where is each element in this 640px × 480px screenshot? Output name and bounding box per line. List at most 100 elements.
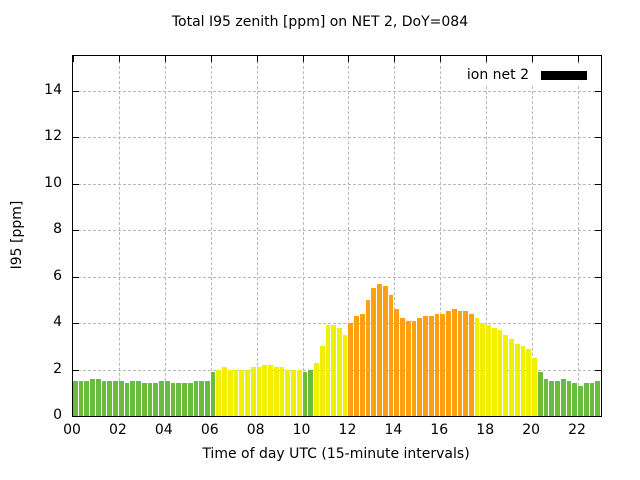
gridline-horizontal	[73, 323, 601, 325]
axis-tick	[73, 90, 79, 92]
x-tick-label: 20	[522, 422, 541, 438]
axis-tick	[595, 183, 601, 185]
x-tick-label: 10	[292, 422, 311, 438]
bar	[147, 383, 153, 416]
axis-tick	[73, 230, 79, 232]
bar	[302, 371, 308, 416]
bar	[273, 367, 279, 416]
axis-tick	[256, 56, 258, 62]
bar	[497, 330, 503, 416]
x-tick-label: 06	[200, 422, 219, 438]
bar	[245, 369, 250, 416]
x-axis-label: Time of day UTC (15-minute intervals)	[202, 446, 470, 462]
bar	[95, 378, 101, 416]
bar	[486, 325, 491, 416]
bar	[526, 348, 532, 416]
x-tick-label: 22	[568, 422, 586, 438]
axis-tick	[73, 323, 79, 325]
bar	[405, 320, 411, 416]
bar	[342, 334, 348, 416]
bar	[469, 313, 474, 416]
bar	[233, 369, 239, 416]
gridline-horizontal	[73, 90, 601, 92]
bar	[182, 383, 187, 416]
bar	[532, 357, 537, 416]
bar	[216, 369, 222, 416]
axis-tick	[440, 56, 442, 62]
bar	[118, 381, 124, 416]
legend-label: ion net 2	[466, 67, 529, 83]
bar	[359, 313, 365, 416]
bar	[589, 383, 595, 416]
bar	[291, 369, 296, 416]
y-tick-label: 6	[53, 267, 62, 284]
bar	[365, 299, 371, 416]
bar	[256, 367, 262, 416]
bar	[107, 381, 113, 416]
bar	[400, 318, 405, 416]
axis-tick	[595, 416, 601, 417]
bar	[222, 367, 227, 416]
bar	[159, 381, 164, 416]
bar	[371, 288, 377, 416]
bar	[325, 325, 331, 416]
bar	[451, 309, 457, 416]
y-tick-label: 8	[53, 221, 62, 238]
bar	[153, 383, 159, 416]
bar	[285, 369, 291, 416]
legend-swatch	[541, 70, 587, 80]
axis-tick	[73, 183, 79, 185]
bar	[141, 383, 147, 416]
bar	[319, 346, 325, 416]
bar	[205, 381, 210, 416]
bar	[187, 383, 193, 416]
axis-tick	[210, 56, 212, 62]
bar	[227, 369, 233, 416]
bar	[480, 323, 486, 416]
axis-tick	[578, 56, 580, 62]
axis-tick	[118, 56, 120, 62]
bar	[520, 346, 526, 416]
bar	[73, 381, 78, 416]
bar	[170, 383, 176, 416]
bar	[279, 367, 285, 416]
axis-tick	[595, 369, 601, 371]
axis-tick	[73, 369, 79, 371]
x-tick-label: 12	[338, 422, 357, 438]
bar	[101, 381, 107, 416]
axis-tick	[73, 56, 74, 62]
axis-tick	[73, 276, 79, 278]
axis-tick	[595, 137, 601, 139]
bar	[113, 381, 118, 416]
bar	[474, 318, 480, 416]
plot-area: ion net 2	[72, 55, 602, 417]
bar	[509, 339, 514, 416]
bar	[440, 313, 446, 416]
y-tick-label: 2	[53, 360, 62, 377]
bar	[394, 309, 400, 416]
bar	[382, 285, 388, 416]
bar	[337, 327, 342, 416]
bar	[543, 378, 549, 416]
y-tick-label: 14	[44, 81, 62, 98]
bar	[268, 364, 273, 416]
bar	[583, 383, 589, 416]
bar	[572, 383, 578, 416]
gridline-vertical	[164, 56, 166, 416]
bar	[136, 381, 141, 416]
bar	[164, 381, 170, 416]
axis-tick	[486, 56, 488, 62]
x-tick-label: 02	[108, 422, 127, 438]
bar	[176, 383, 182, 416]
axis-tick	[348, 56, 350, 62]
gridline-horizontal	[73, 183, 601, 185]
bar	[348, 323, 354, 416]
bar	[388, 295, 394, 416]
gridline-vertical	[440, 56, 442, 416]
bar	[434, 313, 440, 416]
axis-tick	[164, 56, 166, 62]
bar	[250, 367, 256, 416]
chart-title: Total I95 zenith [ppm] on NET 2, DoY=084	[171, 14, 469, 30]
bar	[503, 334, 509, 416]
